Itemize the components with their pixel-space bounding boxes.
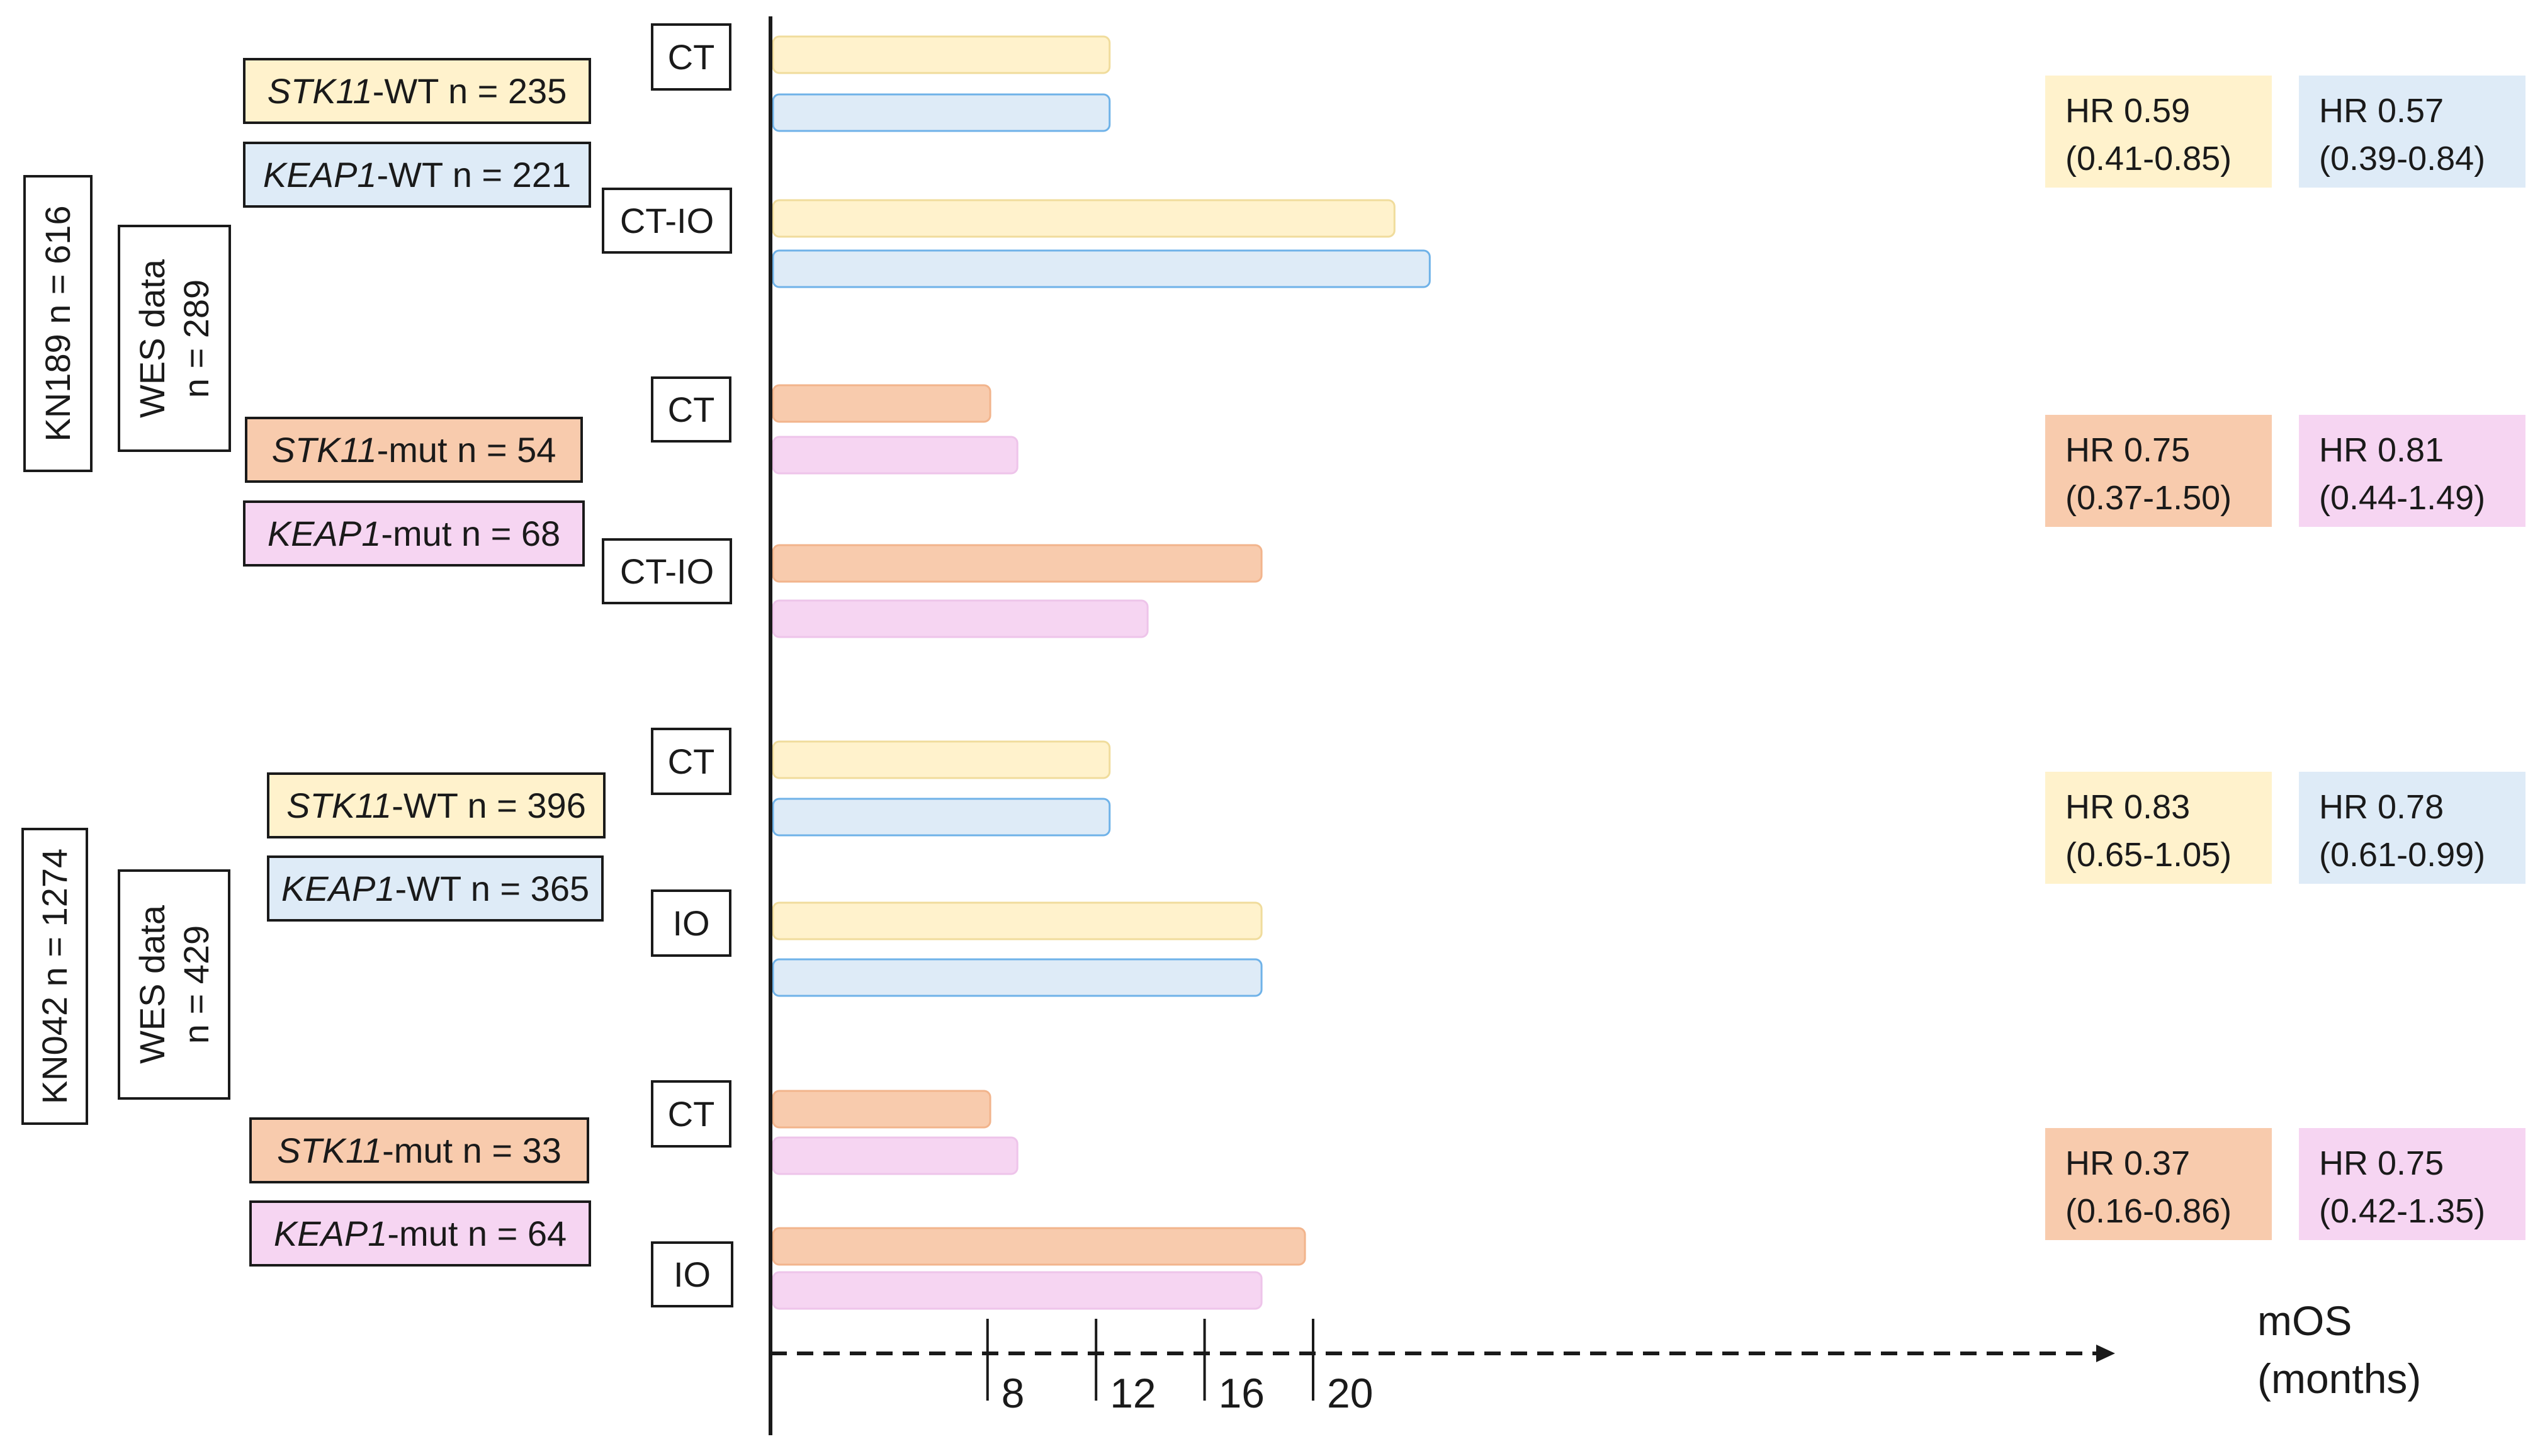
subgroup-label-stk11-mut: STK11 -mut n = 33 bbox=[249, 1117, 589, 1183]
hr-value: HR 0.75 bbox=[2065, 431, 2191, 469]
bar-kn189-keap1-wt-ct bbox=[772, 93, 1111, 132]
hr-box-keap1-wt: HR 0.57 (0.39-0.84) bbox=[2299, 76, 2525, 188]
bar-kn042-keap1-mut-ct bbox=[772, 1136, 1019, 1175]
hr-ci: (0.44-1.49) bbox=[2319, 479, 2486, 517]
arm-label-ct-io: CT-IO bbox=[602, 538, 732, 604]
arm-label-ct-io: CT-IO bbox=[602, 188, 732, 254]
bar-kn189-stk11-mut-ct bbox=[772, 384, 991, 423]
subgroup-label-keap1-wt: KEAP1 -WT n = 221 bbox=[243, 142, 591, 208]
x-tick-label-12: 12 bbox=[1110, 1370, 1156, 1416]
hr-value: HR 0.83 bbox=[2065, 788, 2191, 826]
bar-kn189-stk11-wt-ct-io bbox=[772, 199, 1396, 238]
bar-kn042-stk11-mut-ct bbox=[772, 1090, 991, 1129]
subgroup-label-keap1-mut: KEAP1 -mut n = 64 bbox=[249, 1200, 591, 1267]
subgroup-label-keap1-mut: KEAP1 -mut n = 68 bbox=[243, 500, 585, 567]
hr-ci: (0.39-0.84) bbox=[2319, 140, 2486, 178]
subgroup-label-stk11-wt: STK11 -WT n = 396 bbox=[267, 772, 606, 838]
hr-box-stk11-mut: HR 0.37 (0.16-0.86) bbox=[2045, 1128, 2272, 1240]
arm-label-ct: CT bbox=[651, 23, 731, 91]
bar-kn189-keap1-mut-ct bbox=[772, 436, 1019, 475]
subgroup-label-stk11-wt: STK11 -WT n = 235 bbox=[243, 58, 591, 124]
hr-ci: (0.42-1.35) bbox=[2319, 1192, 2486, 1230]
hr-box-keap1-mut: HR 0.81 (0.44-1.49) bbox=[2299, 415, 2525, 527]
bar-kn042-stk11-mut-io bbox=[772, 1227, 1306, 1266]
arm-label-io: IO bbox=[651, 1241, 733, 1307]
hr-value: HR 0.81 bbox=[2319, 431, 2444, 469]
hr-value: HR 0.57 bbox=[2319, 92, 2444, 130]
bar-kn189-stk11-mut-ct-io bbox=[772, 544, 1263, 583]
hr-ci: (0.37-1.50) bbox=[2065, 479, 2232, 517]
wes-label-kn189: WES data n = 289 bbox=[118, 225, 231, 452]
x-tick-label-20: 20 bbox=[1327, 1370, 1373, 1416]
axis-unit-line1: mOS bbox=[2257, 1297, 2352, 1344]
hr-value: HR 0.37 bbox=[2065, 1144, 2191, 1182]
hr-box-keap1-wt: HR 0.78 (0.61-0.99) bbox=[2299, 772, 2525, 884]
bar-kn189-keap1-mut-ct-io bbox=[772, 599, 1149, 638]
bar-kn042-keap1-wt-ct bbox=[772, 798, 1111, 837]
subgroup-label-keap1-wt: KEAP1 -WT n = 365 bbox=[267, 855, 604, 922]
arm-label-ct: CT bbox=[651, 728, 731, 795]
x-tick-label-16: 16 bbox=[1219, 1370, 1265, 1416]
arm-label-io: IO bbox=[651, 889, 731, 957]
hr-value: HR 0.75 bbox=[2319, 1144, 2444, 1182]
hr-box-stk11-wt: HR 0.59 (0.41-0.85) bbox=[2045, 76, 2272, 188]
hr-box-keap1-mut: HR 0.75 (0.42-1.35) bbox=[2299, 1128, 2525, 1240]
wes-label-kn042: WES data n = 429 bbox=[118, 869, 230, 1100]
trial-label-kn042: KN042 n = 1274 bbox=[21, 828, 88, 1125]
x-axis-arrow bbox=[2096, 1345, 2115, 1362]
hr-ci: (0.61-0.99) bbox=[2319, 836, 2486, 874]
bar-kn042-stk11-wt-io bbox=[772, 901, 1263, 940]
arm-label-ct: CT bbox=[651, 376, 731, 443]
hr-value: HR 0.78 bbox=[2319, 788, 2444, 826]
axis-unit-label: mOS (months) bbox=[2257, 1292, 2421, 1408]
subgroup-label-stk11-mut: STK11 -mut n = 54 bbox=[245, 417, 583, 483]
bar-kn189-keap1-wt-ct-io bbox=[772, 249, 1431, 288]
arm-label-ct: CT bbox=[651, 1080, 731, 1148]
hr-ci: (0.41-0.85) bbox=[2065, 140, 2232, 178]
axis-unit-line2: (months) bbox=[2257, 1355, 2422, 1402]
hr-value: HR 0.59 bbox=[2065, 92, 2191, 130]
hr-box-stk11-wt: HR 0.83 (0.65-1.05) bbox=[2045, 772, 2272, 884]
bar-kn189-stk11-wt-ct bbox=[772, 35, 1111, 74]
x-tick-label-8: 8 bbox=[1002, 1370, 1025, 1416]
bar-kn042-stk11-wt-ct bbox=[772, 740, 1111, 779]
bar-kn042-keap1-wt-io bbox=[772, 958, 1263, 997]
bar-kn042-keap1-mut-io bbox=[772, 1271, 1263, 1310]
hr-ci: (0.65-1.05) bbox=[2065, 836, 2232, 874]
hr-ci: (0.16-0.86) bbox=[2065, 1192, 2232, 1230]
trial-label-kn189: KN189 n = 616 bbox=[23, 175, 93, 472]
hr-box-stk11-mut: HR 0.75 (0.37-1.50) bbox=[2045, 415, 2272, 527]
